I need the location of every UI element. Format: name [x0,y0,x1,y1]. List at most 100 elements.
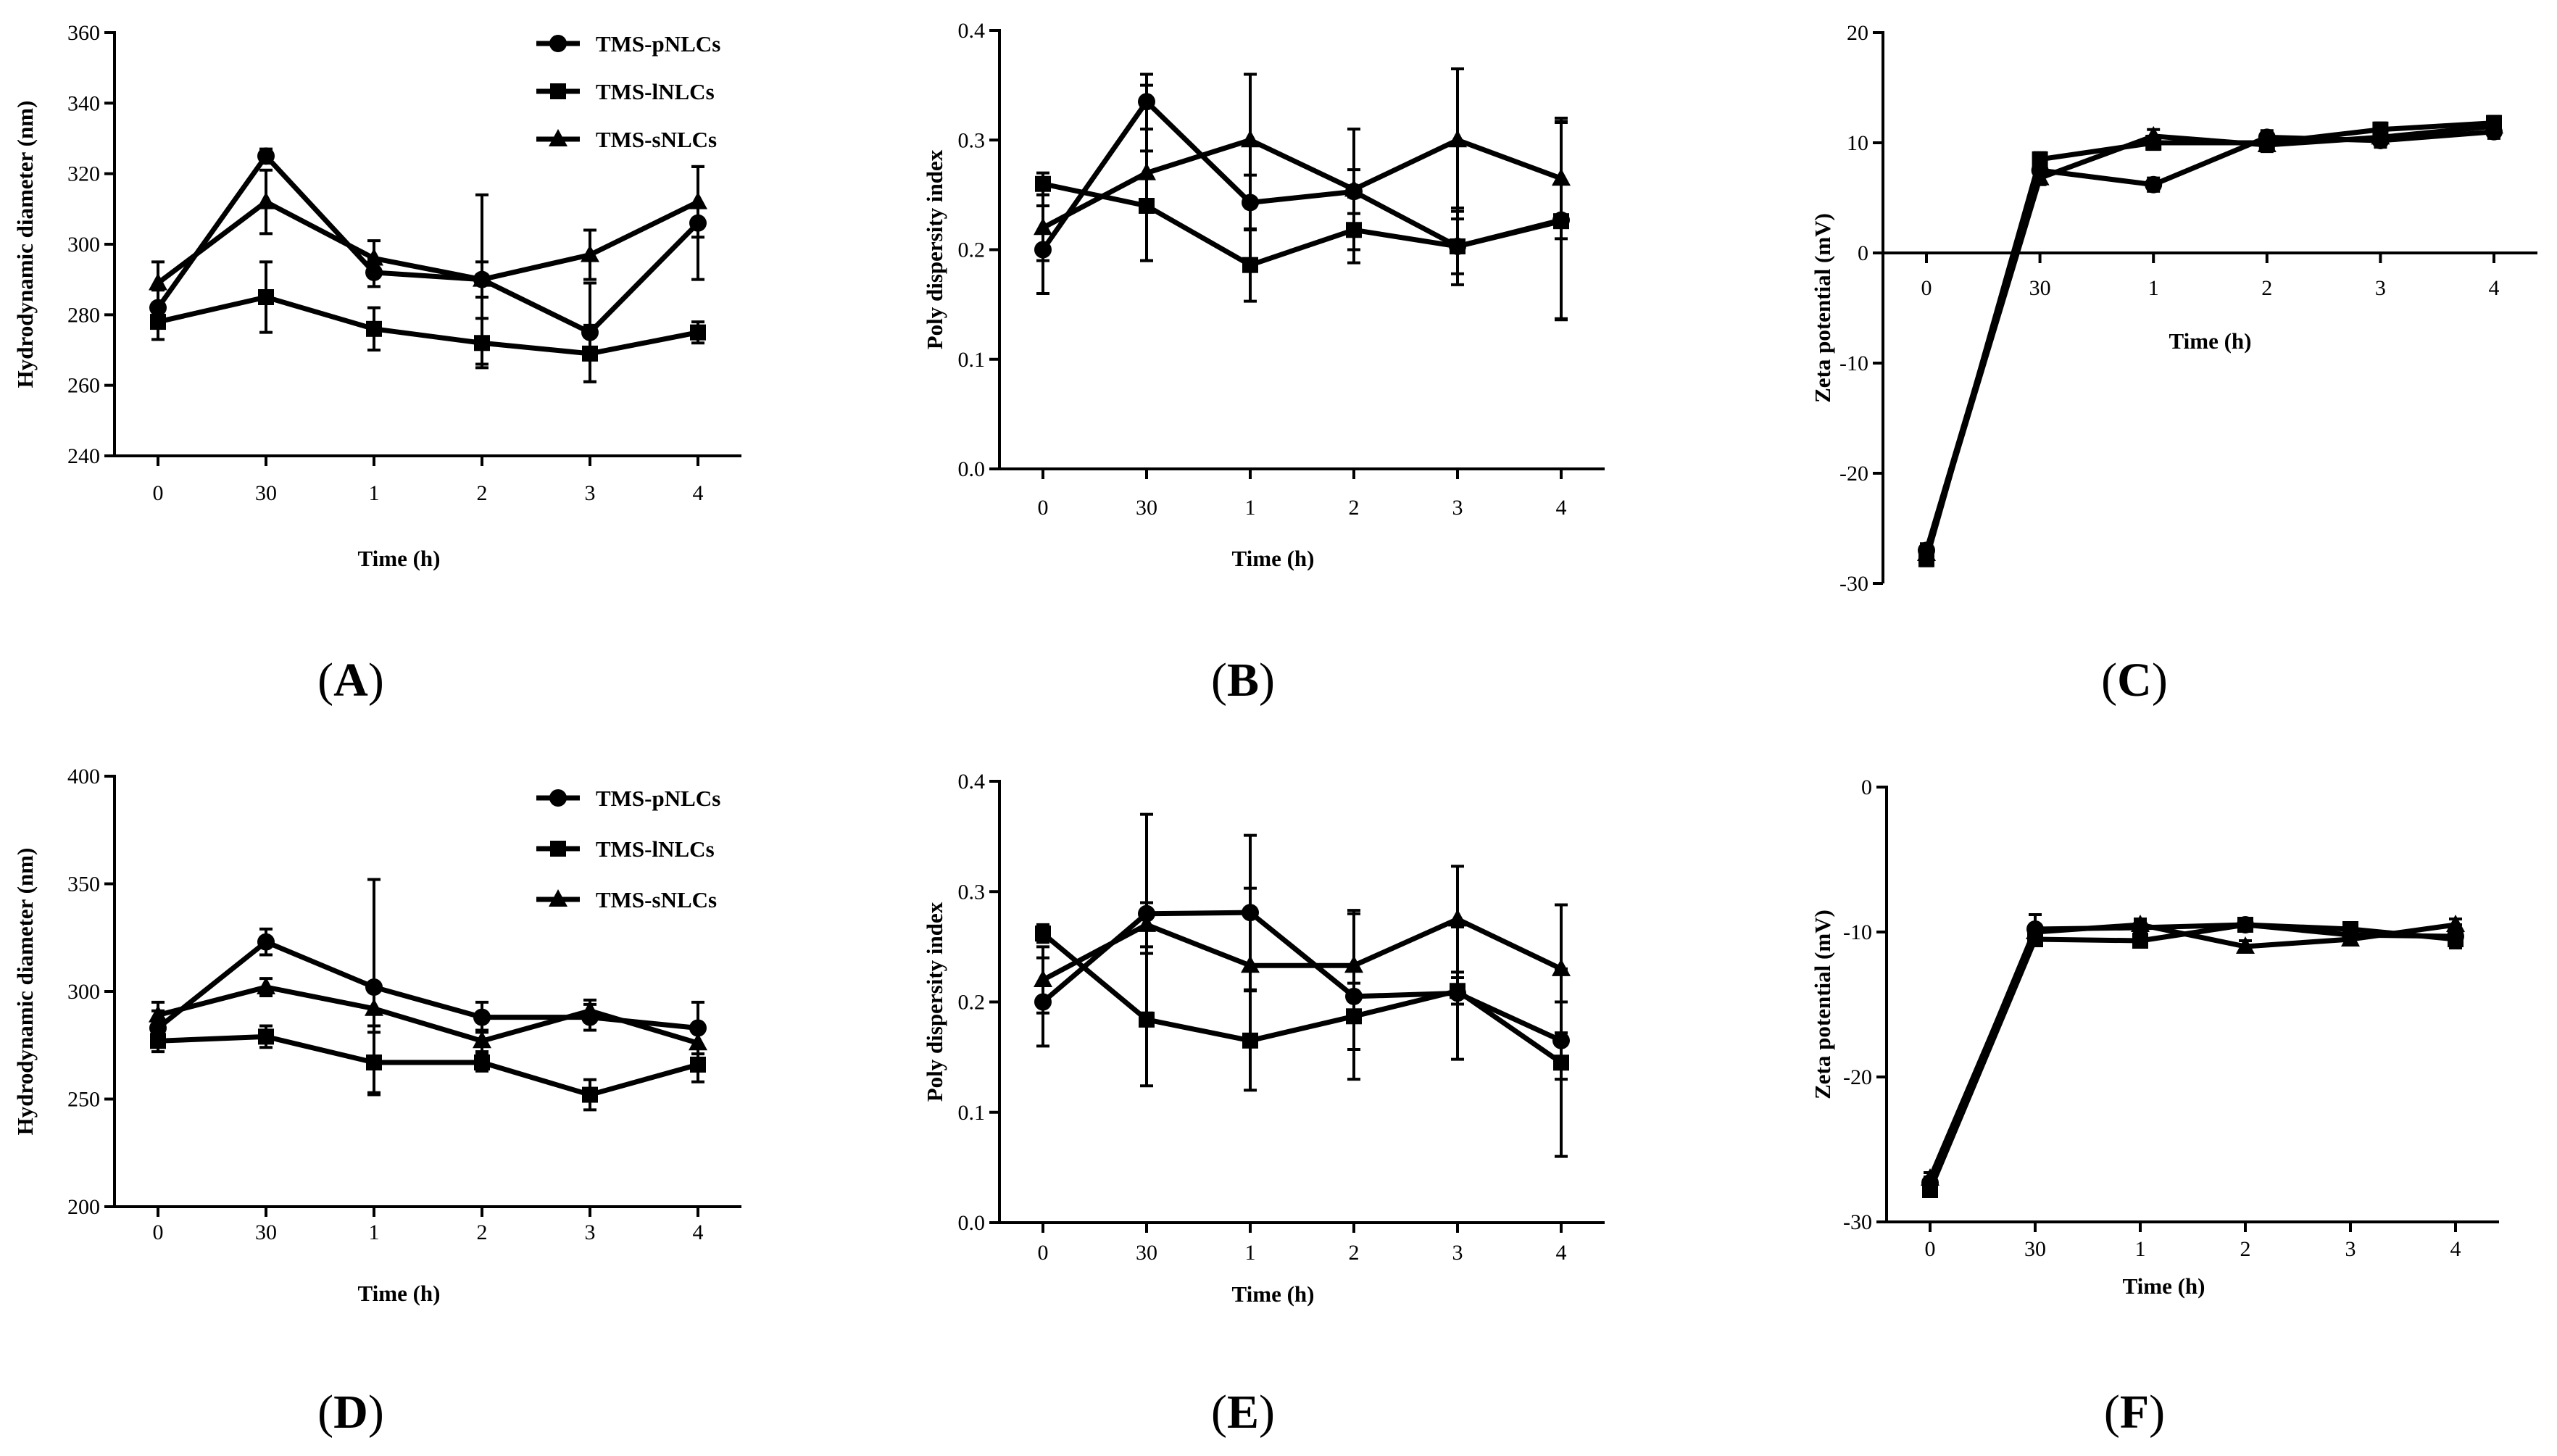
x-tick-label: 0 [1921,276,1932,300]
y-tick-label: 300 [67,233,100,257]
y-tick-label: 0.1 [958,1101,986,1125]
data-point-marker-triangle [2131,915,2150,932]
data-point-marker-triangle [1241,955,1260,973]
panel-label-open: ( [317,654,333,707]
data-point-marker-triangle [1137,162,1156,180]
data-point-marker-triangle [473,269,491,287]
series-line [156,199,699,286]
x-tick-label: 2 [1349,496,1360,520]
x-tick-label: 1 [1245,496,1256,520]
x-tick-label: 3 [1452,1241,1463,1265]
x-tick-label: 4 [1556,1241,1567,1265]
data-point-marker-triangle [1034,217,1052,236]
legend-label: TMS-sNLCs [596,127,717,152]
data-point-marker-triangle [1137,914,1156,932]
y-tick-label: 0 [1858,241,1868,265]
data-point-marker-square [2032,151,2048,167]
data-point-marker-square [1450,238,1465,254]
data-point-marker-square [150,314,166,330]
series-line [156,153,700,336]
x-axis-title: Time (h) [358,1281,441,1306]
x-tick-label: 3 [585,481,596,505]
data-point-marker-triangle [689,1033,707,1051]
legend-label: TMS-lNLCs [596,79,715,104]
data-point-marker-square [1035,925,1051,942]
data-point-marker-square [690,1056,706,1073]
x-axis-title: Time (h) [358,546,441,571]
data-point-marker-triangle [2341,929,2360,947]
x-tick-label: 4 [2450,1237,2461,1261]
legend-marker-triangle [549,129,567,146]
legend-label: TMS-lNLCs [596,836,715,862]
legend-label: TMS-sNLCs [596,887,717,912]
data-point-marker-square [1922,1182,1938,1198]
data-point-marker-triangle [2446,915,2465,932]
x-tick-label: 30 [255,1220,277,1244]
series-line [1924,123,2495,554]
data-point-marker-triangle [689,191,707,209]
data-point-marker-square [474,1054,490,1071]
data-point-marker-square [258,1028,274,1045]
panel-label-e: (E) [1211,1386,1275,1439]
data-point-marker-triangle [2144,125,2163,143]
y-tick-label: 0.2 [958,238,986,262]
y-tick-label: -20 [1839,462,1868,486]
y-tick-label: 0 [1861,775,1872,799]
series-tms-snlcs [149,165,707,366]
y-tick-label: 0.3 [958,128,986,152]
panel-label-letter: C [2117,654,2152,707]
x-tick-label: 2 [477,481,488,505]
data-point-marker-square [2132,933,2148,949]
data-point-marker-square [258,289,274,305]
y-tick-label: -10 [1843,920,1872,944]
data-point-marker-triangle [2257,135,2277,153]
panel-label-open: ( [1211,654,1227,707]
y-tick-label: 340 [67,91,100,115]
chart-panel-c: -30 -20 -10 0 10 20 0 30 1 2 3 4 Time (h) Zeta potent… [1810,21,2537,596]
y-tick-label: 280 [67,303,100,327]
x-tick-label: 30 [255,481,277,505]
y-tick-label: -30 [1839,572,1868,596]
chart-panel-f: -30 -20 -10 0 0 30 1 2 3 4 Time (h) Zeta potential … [1810,775,2499,1299]
data-point-marker-triangle [257,977,275,995]
series-line [157,984,699,1046]
y-tick-label: 200 [67,1195,100,1219]
chart-panel-d: 200 250 300 350 400 0 30 1 2 3 4 Time (h) Hydrodynam… [12,765,741,1306]
series-tms-snlcs [1034,865,1571,1044]
y-tick-label: 240 [67,444,100,468]
y-axis-title: Zeta potential (mV) [1810,213,1835,403]
x-tick-label: 0 [1925,1237,1936,1261]
y-tick-label: 400 [67,765,100,789]
series-line [156,939,699,1031]
series-line [1041,916,1563,983]
series-line [1041,137,1563,230]
panel-label-letter: A [333,654,368,707]
series-line [1042,181,1562,268]
y-axis-title: Hydrodynamic diameter (nm) [12,848,38,1136]
data-point-marker-triangle [1344,955,1363,973]
data-point-marker-triangle [2485,116,2503,134]
x-tick-label: 30 [1136,1241,1157,1265]
x-axis-title: Time (h) [2169,328,2252,354]
panel-label-open: ( [1211,1386,1227,1439]
y-tick-label: -10 [1839,351,1868,375]
x-tick-label: 3 [2375,276,2386,300]
data-point-marker-square [1035,175,1051,192]
data-point-marker-triangle [1552,958,1571,976]
x-tick-label: 0 [1038,496,1049,520]
x-tick-label: 30 [1136,496,1157,520]
data-point-marker-triangle [365,998,383,1016]
data-point-marker-triangle [1921,1168,1939,1186]
x-tick-label: 2 [477,1220,488,1244]
data-point-marker-circle [473,1008,491,1026]
y-axis-title: Zeta potential (mV) [1810,910,1835,1099]
y-tick-label: 0.2 [958,991,986,1015]
data-point-marker-triangle [581,1000,599,1018]
chart-panel-a: 240 260 280 300 320 340 360 0 30 1 2 3 4 Time (h) Hydr… [12,21,741,571]
y-tick-label: 0.3 [958,880,986,904]
panel-label-open: ( [317,1386,333,1439]
data-point-marker-square [1450,983,1465,999]
data-point-marker-triangle [2026,922,2045,939]
panel-label-a: (A) [317,654,384,707]
data-point-marker-triangle [2371,127,2390,145]
